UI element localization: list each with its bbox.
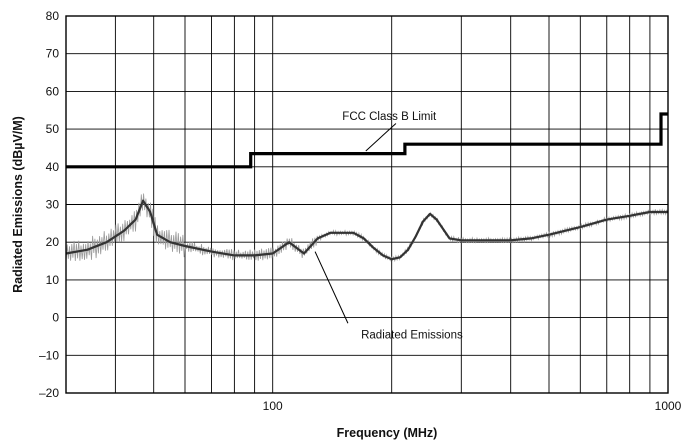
series-layer — [65, 112, 669, 263]
plot-border — [65, 15, 669, 394]
x-tick-label: 100 — [263, 399, 283, 413]
y-tick-label: 50 — [46, 122, 60, 136]
y-tick-label: –10 — [39, 348, 59, 362]
y-tick-label: 40 — [46, 160, 60, 174]
x-tick-label: 1000 — [655, 399, 682, 413]
y-tick-label: 20 — [46, 235, 60, 249]
annotation-emissions: Radiated Emissions — [361, 330, 463, 342]
y-tick-labels: –20 –10 0 10 20 30 40 50 60 70 80 — [39, 9, 59, 400]
series-line-limit — [66, 112, 668, 169]
y-tick-label: 60 — [46, 84, 60, 98]
annotation-limit: FCC Class B Limit — [342, 111, 437, 123]
x-tick-labels: 100 1000 — [263, 399, 682, 413]
leader-line-emissions — [314, 251, 349, 324]
y-tick-label: 80 — [46, 9, 60, 23]
y-tick-label: –20 — [39, 386, 59, 400]
y-tick-label: 70 — [46, 47, 60, 61]
leader-line-limit — [365, 123, 397, 152]
y-tick-label: 30 — [46, 198, 60, 212]
y-axis-title: Radiated Emissions (dBµV/M) — [11, 116, 25, 293]
x-axis-title: Frequency (MHz) — [337, 426, 438, 440]
plot-frame — [65, 15, 669, 394]
series-line-emissions — [65, 199, 668, 261]
y-tick-label: 10 — [46, 273, 60, 287]
annotations: FCC Class B Limit Radiated Emissions — [314, 111, 463, 342]
y-tick-label: 0 — [52, 311, 59, 325]
